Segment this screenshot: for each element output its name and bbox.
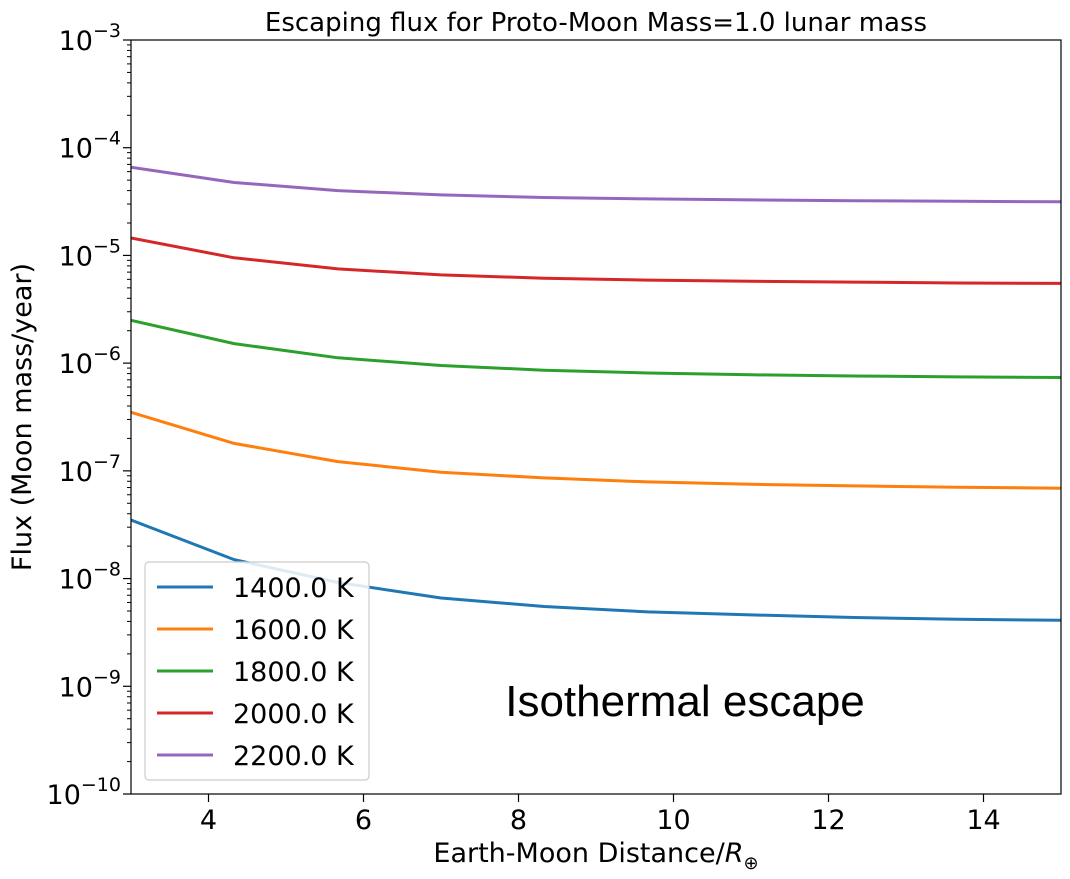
x-tick-label: 8 (510, 805, 527, 836)
y-tick-label: 10−7 (59, 451, 121, 488)
x-tick-label: 10 (656, 805, 690, 836)
y-minor-ticks (127, 44, 131, 763)
y-axis-label: Flux (Moon mass/year) (7, 263, 38, 571)
legend-label: 1600.0 K (233, 615, 355, 646)
legend-label: 1800.0 K (233, 657, 355, 688)
y-tick-label: 10−8 (59, 559, 121, 596)
x-axis-label: Earth-Moon Distance/R⊕ (433, 838, 758, 874)
legend-frame (144, 561, 370, 781)
y-tick-label: 10−3 (59, 20, 121, 57)
x-tick-label: 6 (355, 805, 372, 836)
x-tick-label: 4 (200, 805, 217, 836)
y-tick-label: 10−6 (59, 343, 121, 380)
y-axis-ticks: 10−3 10−4 10−5 10−6 10−7 10−8 10−9 10−10 (47, 20, 131, 811)
series-line-2200 (131, 165, 1061, 204)
legend-label: 2000.0 K (233, 699, 355, 730)
legend: 1400.0 K 1600.0 K 1800.0 K 2000.0 K 2200.0 K (144, 561, 370, 781)
annotation-text: Isothermal escape (505, 677, 865, 726)
plot-area (131, 165, 1061, 622)
legend-label: 2200.0 K (233, 741, 355, 772)
legend-label: 1400.0 K (233, 573, 355, 604)
y-tick-label: 10−5 (59, 235, 121, 272)
y-tick-label: 10−4 (59, 128, 121, 165)
y-tick-label: 10−9 (59, 666, 121, 703)
series-line-2000 (131, 236, 1061, 285)
x-tick-label: 12 (811, 805, 845, 836)
y-tick-label: 10−10 (47, 774, 121, 811)
plot-frame (130, 39, 1062, 795)
series-line-1800 (131, 318, 1061, 379)
chart-title: Escaping flux for Proto-Moon Mass=1.0 lu… (265, 8, 927, 38)
x-tick-label: 14 (966, 805, 1000, 836)
series-line-1600 (131, 410, 1061, 490)
x-axis-ticks: 4 6 8 10 12 14 (200, 794, 1001, 836)
